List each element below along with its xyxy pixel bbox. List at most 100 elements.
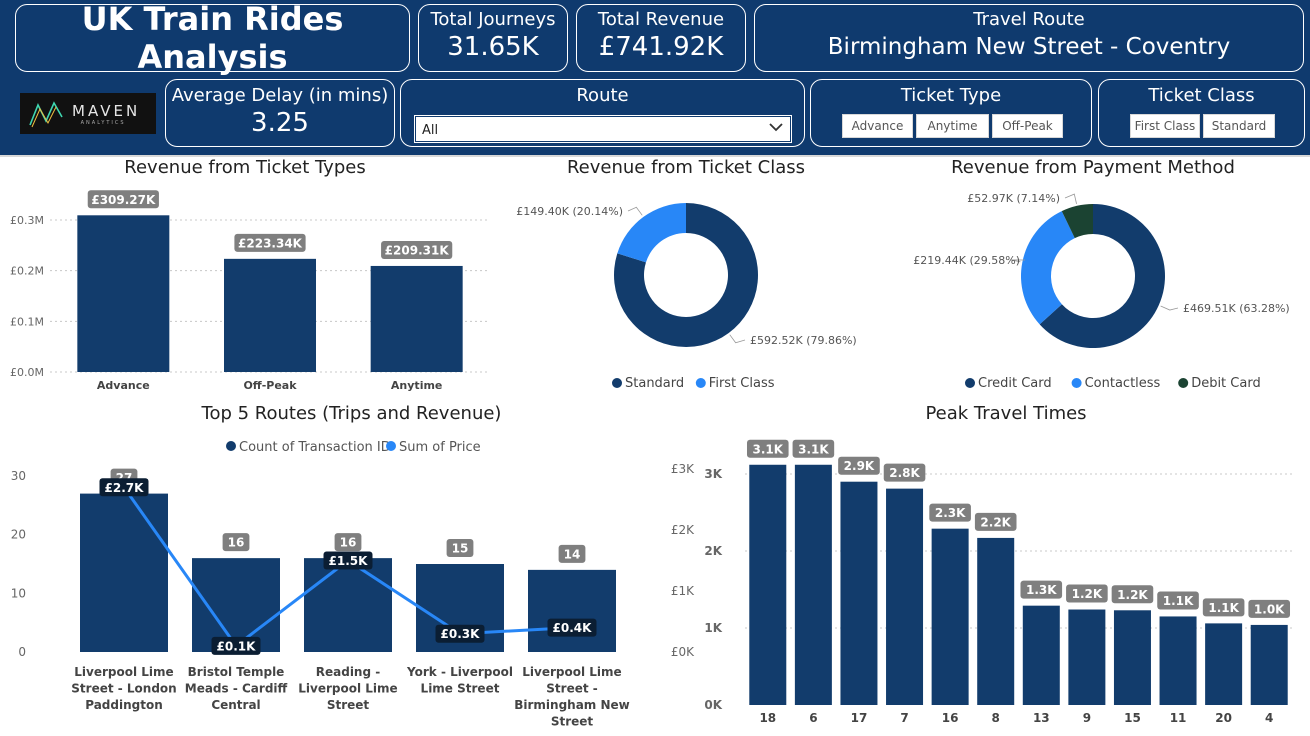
peak-times-x-label: 15 [1124,711,1141,725]
top-routes-x-label: Birmingham New [514,698,630,712]
kpi-total-revenue: Total Revenue £741.92K [576,4,746,72]
peak-times-x-label: 18 [759,711,776,725]
route-dropdown[interactable]: All [414,115,792,143]
payment-method-legend-label: Contactless [1085,376,1161,391]
top-routes-price-label-bg [435,624,485,643]
peak-times-bar [1068,609,1106,705]
ticket-types-y-tick: £0.2M [10,265,44,278]
ticket-types-chart-title: Revenue from Ticket Types [124,157,366,178]
ticket-types-x-label: Advance [97,379,150,392]
top-routes-price-label-bg [99,478,149,497]
ticket-types-data-label-bg [234,233,306,252]
peak-times-data-label-bg [792,439,835,458]
ticket-class-standard-button[interactable]: Standard [1203,114,1275,138]
peak-times-data-label-bg [1157,591,1199,610]
ticket-type-anytime-button[interactable]: Anytime [916,114,989,138]
chevron-down-icon [768,120,784,138]
payment-method-slice [1039,204,1165,348]
peak-times-data-label: 1.3K [1026,583,1057,597]
top-routes-x-label: Meads - Cardiff [185,682,288,696]
ticket-type-advance-button[interactable]: Advance [842,114,913,138]
top-routes-price-label: £0.4K [553,621,593,635]
peak-times-x-label: 9 [1083,711,1091,725]
peak-times-x-label: 13 [1033,711,1050,725]
ticket-class-legend-marker [695,378,706,388]
peak-times-bar [1159,616,1197,705]
payment-method-leader-line [1010,259,1026,263]
top-routes-count-label-bg [558,544,586,563]
top-routes-count-label: 14 [564,547,581,561]
payment-method-data-label: £469.51K (63.28%) [1183,302,1290,315]
top-routes-x-label: Bristol Temple [188,665,285,679]
top-routes-count-label-bg [334,533,362,552]
ticket-type-label: Ticket Type [900,85,1002,106]
kpi-total-journeys: Total Journeys 31.65K [418,4,568,72]
ticket-types-data-label: £223.34K [238,236,303,250]
ticket-types-data-label-bg [381,240,453,259]
top-routes-x-label: Street [327,698,370,712]
route-dropdown-value: All [422,123,439,138]
payment-method-leader-line [1064,193,1077,204]
top-routes-x-label: Liverpool Lime [298,682,397,696]
peak-times-x-label: 20 [1215,711,1232,725]
top-routes-price-label: £0.3K [441,627,481,641]
peak-times-data-label: 2.3K [935,506,966,520]
kpi-journeys-value: 31.65K [447,32,539,62]
ticket-class-legend-label: First Class [709,376,775,391]
ticket-types-data-label: £209.31K [385,243,450,257]
top-routes-y2-tick: £0K [671,645,695,659]
payment-method-chart-title: Revenue from Payment Method [951,157,1235,178]
peak-times-bar [1205,623,1243,705]
peak-times-x-label: 8 [992,711,1000,725]
peak-times-data-label-bg [929,503,971,522]
top-routes-bar [528,569,616,652]
ticket-types-bar [224,258,316,372]
header-panel: UK Train Rides Analysis Total Journeys 3… [0,0,1310,155]
peak-times-x-label: 6 [809,711,817,725]
top-routes-x-label: Liverpool Lime [522,665,621,679]
top-routes-chart-title: Top 5 Routes (Trips and Revenue) [201,403,502,424]
peak-times-data-label: 2.9K [844,459,875,473]
top-routes-bar [304,558,392,652]
peak-times-data-label-bg [1111,585,1154,604]
payment-method-leader-line [1160,305,1179,311]
ticket-type-offpeak-button[interactable]: Off-Peak [992,114,1063,138]
top-routes-x-label: Paddington [85,698,163,712]
page-title-text: UK Train Rides Analysis [81,0,344,76]
kpi-revenue-label: Total Revenue [597,9,725,30]
ticket-types-bar [370,265,463,372]
top-routes-count-label: 15 [452,542,469,556]
peak-times-y-tick: 3K [704,467,722,481]
top-routes-price-label: £0.1K [217,639,257,653]
top-routes-x-label: Central [211,698,260,712]
kpi-delay-value: 3.25 [251,108,309,138]
route-slicer-label: Route [576,85,629,106]
ticket-class-label: Ticket Class [1148,85,1255,106]
ticket-types-data-label-bg [87,190,159,209]
peak-times-data-label: 1.2K [1072,587,1103,601]
peak-times-bar [794,464,832,705]
logo-main-text: MAVEN [72,102,141,120]
ticket-types-y-tick: £0.3M [10,214,44,227]
top-routes-x-label: Street [551,715,594,729]
ticket-class-legend-label: Standard [625,376,684,391]
ticket-class-leader-line [627,206,643,216]
peak-times-data-label-bg [1248,599,1291,618]
peak-times-data-label: 2.8K [889,466,920,480]
peak-times-bar [1022,605,1060,705]
payment-method-data-label: £52.97K (7.14%) [967,192,1060,205]
top-routes-x-label: Street - London [71,682,176,696]
route-slicer: Route All [400,79,805,147]
kpi-average-delay: Average Delay (in mins) 3.25 [165,79,395,147]
peak-times-bar [931,528,969,705]
ticket-class-first-button[interactable]: First Class [1130,114,1200,138]
top-routes-bar [80,493,168,652]
ticket-types-y-tick: £0.1M [10,315,44,328]
peak-times-data-label-bg [1202,598,1245,617]
top-routes-price-label: £1.5K [329,554,369,568]
peak-times-chart-title: Peak Travel Times [925,403,1087,424]
logo-sub-text: ANALYTICS [80,120,126,126]
top-routes-x-label: Lime Street [421,682,500,696]
top-routes-legend-marker [386,441,396,451]
peak-times-data-label: 1.1K [1208,601,1239,615]
